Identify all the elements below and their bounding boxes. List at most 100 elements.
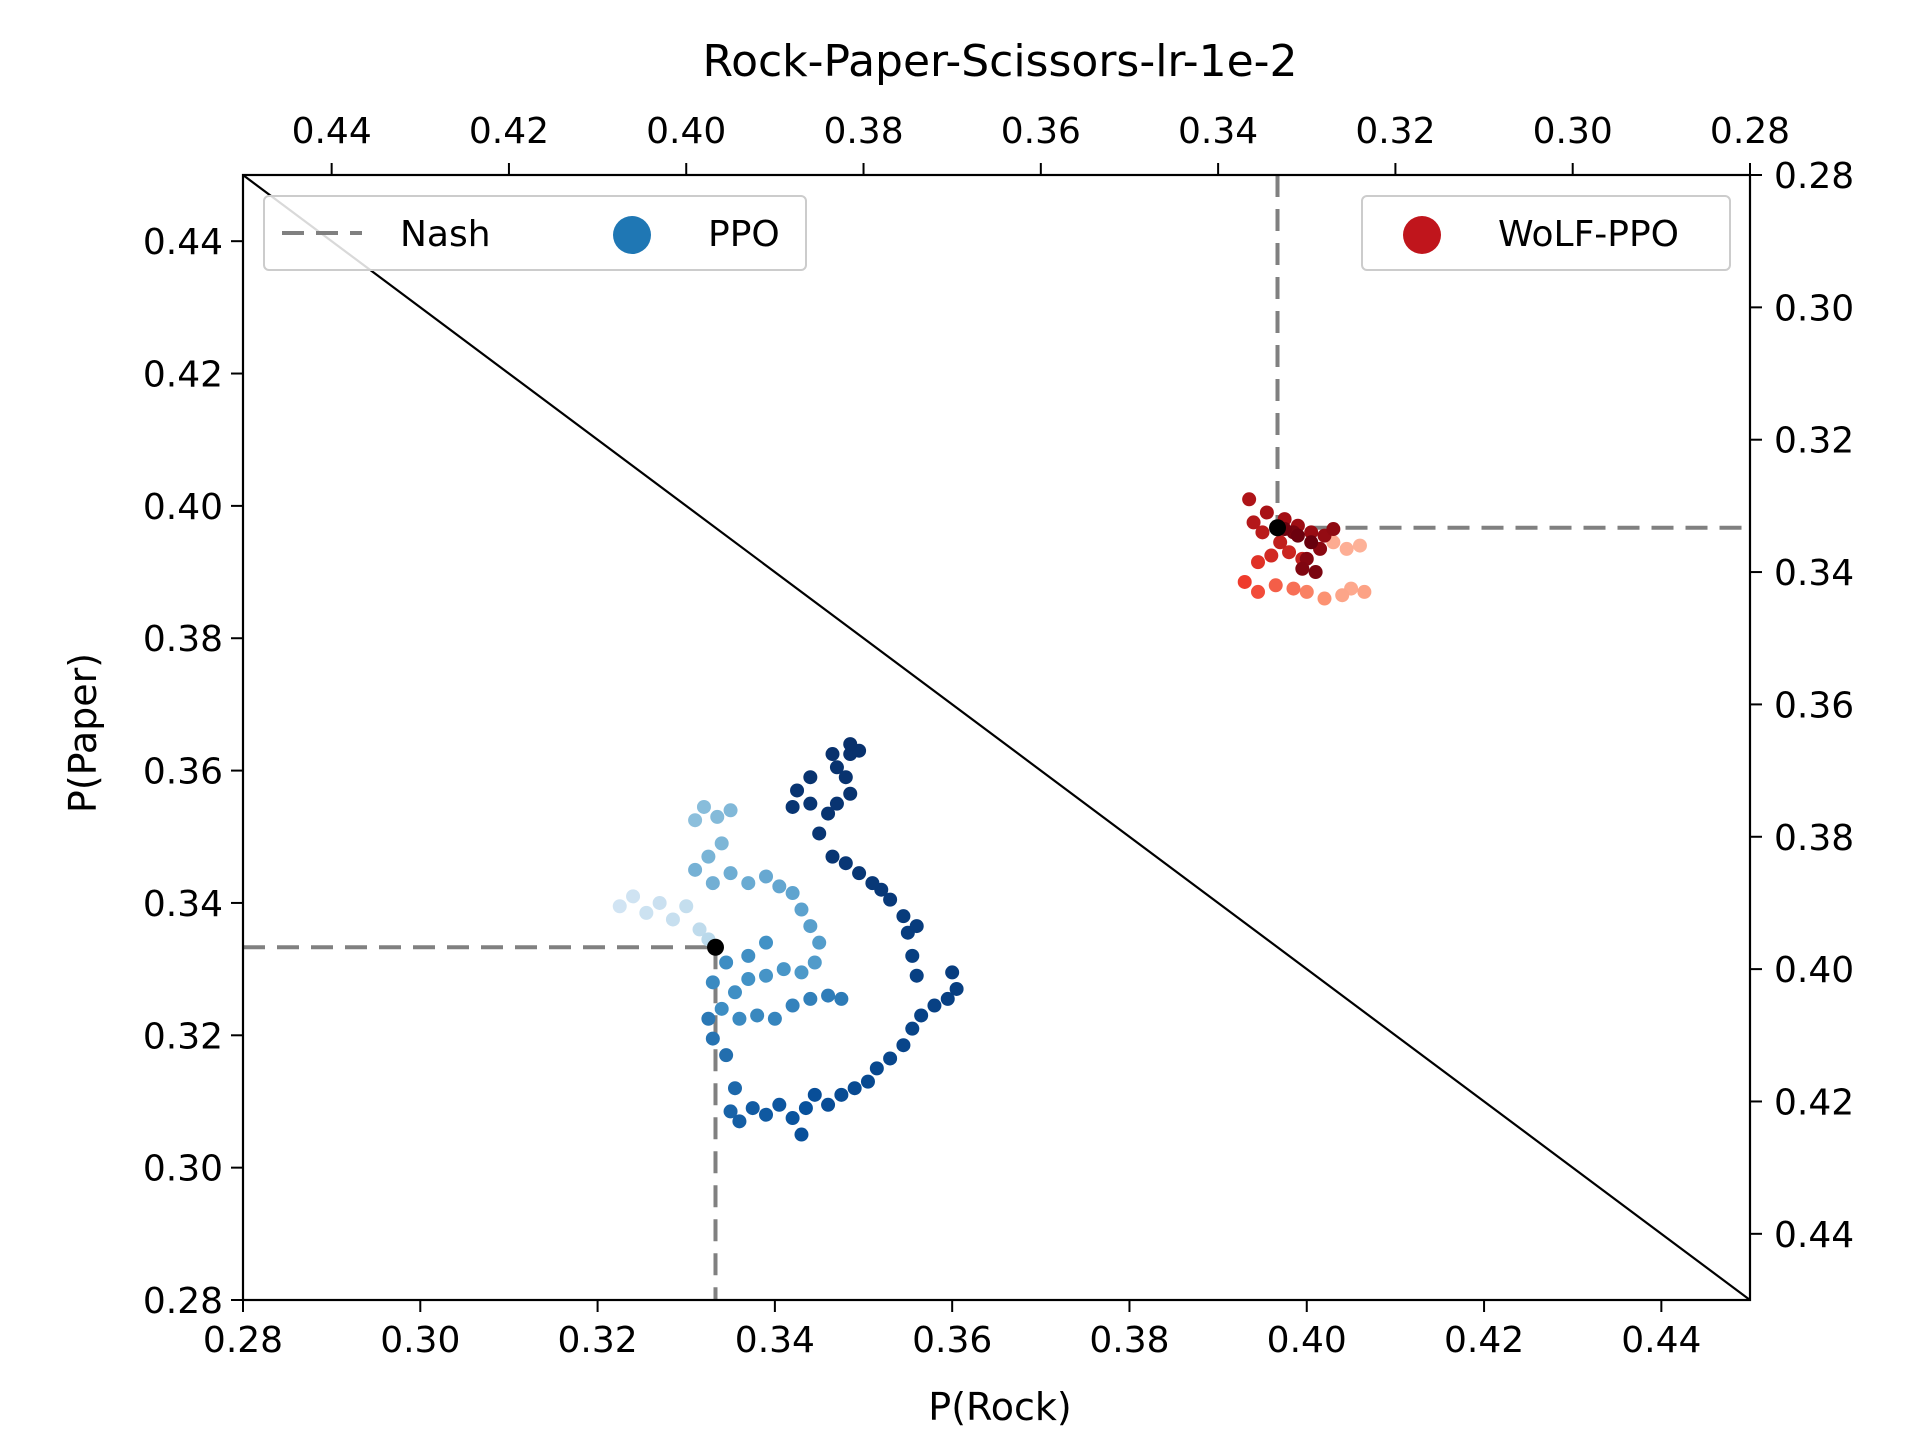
ppo-point	[732, 1114, 747, 1129]
wolf-ppo-point	[1326, 522, 1341, 537]
top-tick-label: 0.30	[1533, 111, 1613, 152]
ppo-point	[767, 1011, 782, 1026]
wolf-ppo-point	[1299, 584, 1314, 599]
ppo-point	[727, 985, 742, 1000]
plot-area: 0.28 0.30 0.32 0.34 0.36 0.38 0.40 0.42 0.44 0.28…	[143, 111, 1854, 1361]
equilibrium-marker	[706, 938, 724, 956]
wolf-ppo-point	[1357, 584, 1372, 599]
ppo-point	[626, 889, 641, 904]
wolf-ppo-point	[1295, 561, 1310, 576]
ppo-point	[727, 1081, 742, 1096]
ppo-point	[909, 919, 924, 934]
ppo-point	[759, 968, 774, 983]
ppo-point	[665, 912, 680, 927]
ppo-point	[688, 813, 703, 828]
wolf-ppo-point	[1282, 545, 1297, 560]
wolf-ppo-point	[1268, 578, 1283, 593]
ppo-point	[914, 1008, 929, 1023]
ppo-point	[909, 968, 924, 983]
right-tick-label: 0.40	[1774, 950, 1854, 991]
top-tick-label: 0.42	[469, 111, 549, 152]
x-tick-label: 0.38	[1089, 1320, 1169, 1361]
top-tick-label: 0.34	[1178, 111, 1258, 152]
ppo-point	[949, 981, 964, 996]
right-tick-label: 0.44	[1774, 1215, 1854, 1256]
ppo-point	[905, 1021, 920, 1036]
wolf-ppo-point	[1273, 535, 1288, 550]
legend-wolf-swatch	[1403, 216, 1441, 254]
wolf-ppo-point	[1255, 525, 1270, 540]
ppo-point	[745, 1101, 760, 1116]
wolf-ppo-point	[1259, 505, 1274, 520]
top-tick-label: 0.40	[646, 111, 726, 152]
diagonal-line	[242, 174, 1751, 1301]
ppo-point	[741, 876, 756, 891]
right-tick-label: 0.28	[1774, 156, 1854, 197]
ppo-point	[927, 998, 942, 1013]
ppo-point	[812, 826, 827, 841]
y-tick-label: 0.42	[143, 355, 223, 396]
right-tick-label: 0.42	[1774, 1082, 1854, 1123]
top-tick-label: 0.36	[1001, 111, 1081, 152]
legend-nash-label: Nash	[400, 214, 491, 255]
ppo-point	[940, 991, 955, 1006]
ppo-point	[785, 799, 800, 814]
ppo-point	[838, 856, 853, 871]
ppo-point	[829, 796, 844, 811]
x-tick-label: 0.30	[380, 1320, 460, 1361]
wolf-ppo-point	[1290, 528, 1305, 543]
wolf-ppo-point	[1339, 541, 1354, 556]
y-tick-label: 0.28	[143, 1281, 223, 1322]
legend-wolf-label: WoLF-PPO	[1498, 214, 1679, 255]
ppo-point	[847, 1081, 862, 1096]
ppo-point	[719, 1048, 734, 1063]
x-axis-label: P(Rock)	[928, 1385, 1071, 1429]
y-axis-label: P(Paper)	[61, 653, 105, 813]
ppo-point	[905, 948, 920, 963]
equilibrium-marker	[1269, 519, 1287, 537]
y-tick-label: 0.40	[143, 487, 223, 528]
ppo-point	[732, 1011, 747, 1026]
ppo-point	[803, 770, 818, 785]
ppo-point	[785, 886, 800, 901]
ppo-point	[772, 1097, 787, 1112]
ppo-point	[714, 836, 729, 851]
ppo-point	[741, 948, 756, 963]
ppo-point	[812, 935, 827, 950]
wolf-ppo-point	[1308, 565, 1323, 580]
ppo-point	[843, 786, 858, 801]
wolf-ppo-point	[1304, 525, 1319, 540]
y-tick-label: 0.30	[143, 1149, 223, 1190]
ppo-point	[838, 770, 853, 785]
right-tick-label: 0.32	[1774, 421, 1854, 462]
ppo-point	[759, 869, 774, 884]
legend-left	[263, 195, 807, 271]
ppo-point	[821, 806, 836, 821]
wolf-ppo-point	[1352, 538, 1367, 553]
x-tick-label: 0.44	[1621, 1320, 1701, 1361]
ppo-point	[750, 1008, 765, 1023]
wolf-ppo-point	[1246, 515, 1261, 530]
top-tick-label: 0.28	[1710, 111, 1790, 152]
ppo-point	[723, 803, 738, 818]
wolf-ppo-point	[1286, 581, 1301, 596]
y-tick-label: 0.32	[143, 1016, 223, 1057]
ppo-point	[852, 866, 867, 881]
ppo-point	[860, 1074, 875, 1089]
ppo-point	[825, 747, 840, 762]
x-tick-label: 0.34	[735, 1320, 815, 1361]
x-tick-label: 0.28	[203, 1320, 283, 1361]
x-tick-label: 0.32	[558, 1320, 638, 1361]
wolf-ppo-point	[1237, 574, 1252, 589]
x-tick-label: 0.42	[1444, 1320, 1524, 1361]
top-tick-label: 0.44	[292, 111, 372, 152]
ppo-point	[834, 991, 849, 1006]
right-tick-label: 0.30	[1774, 288, 1854, 329]
ppo-point	[807, 1087, 822, 1102]
ppo-point	[688, 862, 703, 877]
ppo-point	[945, 965, 960, 980]
ppo-point	[794, 1127, 809, 1142]
ppo-point	[821, 1097, 836, 1112]
